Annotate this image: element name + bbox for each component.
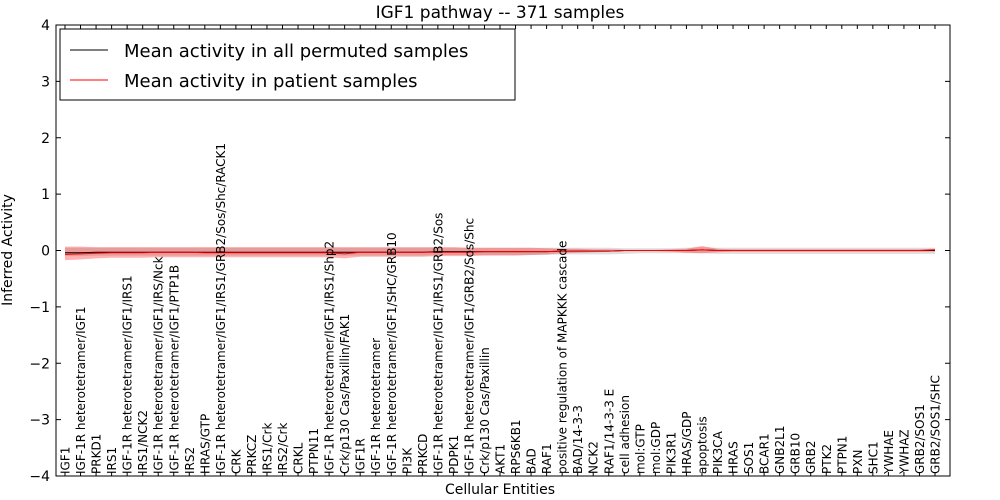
- x-tick-label: PIK3CA: [711, 430, 725, 474]
- legend: Mean activity in all permuted samples Me…: [59, 28, 516, 101]
- legend-label-permuted: Mean activity in all permuted samples: [124, 41, 468, 62]
- x-tick-label: IGF-1R heterotetramer: [369, 338, 383, 474]
- x-tick-label: IGF-1R heterotetramer/IGF1/PTP1B: [167, 265, 181, 474]
- x-tick-label: YWHAE: [882, 430, 896, 475]
- y-tick-label: −3: [29, 413, 50, 429]
- series-line-patient: [64, 249, 936, 255]
- x-tick-label: IGF-1R heterotetramer/IGF1/IRS/Nck: [152, 256, 166, 474]
- x-tick-label: AKT1: [494, 444, 508, 474]
- band-patient: [65, 246, 935, 261]
- x-tick-label: PDPK1: [447, 435, 461, 474]
- y-tick-label: −4: [29, 469, 50, 485]
- x-tick-label: IGF-1R heterotetramer/IGF1/IRS1: [121, 275, 135, 474]
- x-tick-label: IRS2: [183, 447, 197, 474]
- x-tick-label: HRAS/GDP: [680, 411, 694, 474]
- x-tick-label: PTPN1: [835, 436, 849, 474]
- lines-layer: [64, 249, 936, 255]
- x-tick-label: GNB2L1: [773, 426, 787, 474]
- x-tick-label: PTPN11: [307, 428, 321, 474]
- x-tick-label: HRAS: [727, 441, 741, 474]
- x-tick-label: cell adhesion: [618, 395, 632, 474]
- x-tick-label: IGF-1R heterotetramer/IGF1/IRS1/Shp2: [323, 241, 337, 474]
- x-tick-label: Crk/p130 Cas/Paxillin: [478, 347, 492, 474]
- x-tick-label: NCK2: [587, 441, 601, 474]
- x-tick-label: GRB2/SOS1: [913, 404, 927, 474]
- x-tick-label: positive regulation of MAPKKK cascade: [556, 241, 570, 474]
- x-tick-label: IGF-1R heterotetramer/IGF1/IRS1/GRB2/Sos…: [214, 143, 228, 474]
- y-tick-label: 2: [41, 131, 50, 147]
- y-axis-label: Inferred Activity: [0, 194, 16, 306]
- x-tick-label: IGF1R: [354, 438, 368, 474]
- x-tick-label: Crk/p130 Cas/Paxillin/FAK1: [338, 314, 352, 474]
- y-tick-label: 4: [41, 18, 50, 34]
- x-tick-label: HRAS/GTP: [198, 414, 212, 474]
- x-tick-label: IGF-1R heterotetramer/IGF1/SHC/GRB10: [385, 232, 399, 474]
- x-tick-label: CRK: [229, 448, 243, 474]
- x-axis: IGF1 IGF-1R heterotetramer/IGF1 PRKD1 IRS1 I…: [59, 25, 943, 476]
- x-tick-label: BAD: [525, 448, 539, 474]
- x-tick-label: PTK2: [820, 444, 834, 474]
- x-axis-label: Cellular Entities: [445, 482, 555, 498]
- x-tick-label: PRKCZ: [245, 435, 259, 474]
- x-tick-label: mol:GDP: [649, 422, 663, 474]
- x-tick-label: IRS2/Crk: [276, 423, 290, 474]
- y-tick-label: 0: [41, 244, 50, 260]
- x-tick-label: IRS1/Crk: [261, 423, 275, 474]
- legend-label-patient: Mean activity in patient samples: [124, 71, 418, 92]
- x-tick-label: IGF-1R heterotetramer/IGF1: [74, 307, 88, 474]
- x-tick-label: PRKD1: [90, 434, 104, 474]
- x-tick-label: IRS1/NCK2: [136, 410, 150, 474]
- x-tick-label: PI3K: [400, 447, 414, 474]
- y-axis: −4 −3 −2 −1 0 1 2 3 4: [29, 18, 950, 485]
- x-tick-label: GRB10: [789, 433, 803, 474]
- y-tick-label: −1: [29, 300, 50, 316]
- x-tick-label: mol:GTP: [633, 424, 647, 474]
- bands-layer: [65, 246, 935, 261]
- x-tick-label: PRKCD: [416, 434, 430, 474]
- x-tick-label: RAF1/14-3-3 E: [602, 389, 616, 474]
- x-tick-label: PIK3R1: [664, 432, 678, 474]
- x-tick-label: SOS1: [742, 442, 756, 474]
- x-tick-label: RAF1: [540, 443, 554, 474]
- x-tick-label: BCAR1: [758, 433, 772, 474]
- x-tick-label: GRB2/SOS1/SHC: [929, 375, 943, 474]
- x-tick-label: CRKL: [292, 442, 306, 474]
- x-tick-label: PXN: [851, 450, 865, 474]
- x-tick-label: IGF1: [59, 447, 73, 474]
- x-tick-label: GRB2: [804, 440, 818, 474]
- x-tick-label: SHC1: [866, 441, 880, 474]
- legend-box: [59, 28, 516, 101]
- x-tick-label: IRS1: [105, 447, 119, 474]
- x-tick-label: IGF-1R heterotetramer/IGF1/GRB2/Sos/Shc: [462, 218, 476, 474]
- x-tick-label: YWHAZ: [897, 429, 911, 475]
- x-tick-label: RPS6KB1: [509, 419, 523, 474]
- y-tick-label: 3: [41, 74, 50, 90]
- x-tick-label: IGF-1R heterotetramer/IGF1/IRS1/GRB2/Sos: [431, 213, 445, 474]
- x-tick-label: BAD/14-3-3: [571, 405, 585, 474]
- chart-title: IGF1 pathway -- 371 samples: [376, 3, 625, 23]
- x-tick-label: apoptosis: [696, 416, 710, 474]
- y-tick-label: 1: [41, 187, 50, 203]
- y-tick-label: −2: [29, 356, 50, 372]
